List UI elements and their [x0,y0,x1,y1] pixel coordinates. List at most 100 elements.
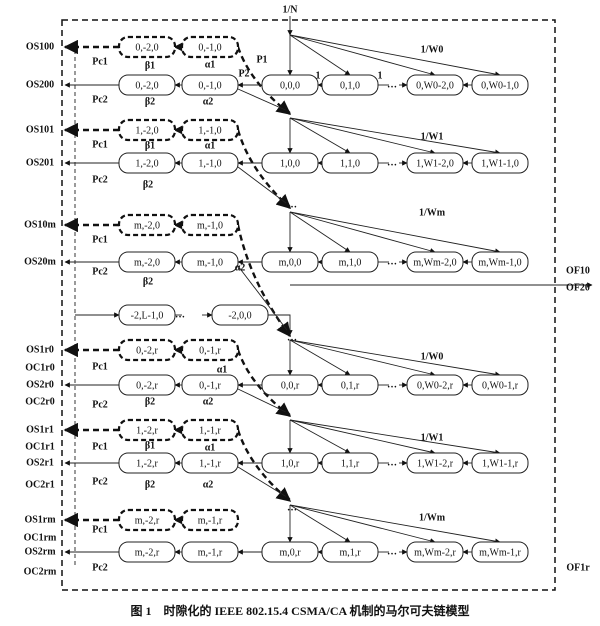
node-label: 1,-1,0 [198,125,221,136]
side-label: OS1rm [24,514,56,525]
transition [289,211,351,253]
node-label: -2,L-1,0 [131,310,164,321]
state-node [118,374,176,396]
transition [289,34,501,77]
edge-label: β1 [145,60,155,71]
state-node [406,374,464,396]
node-label: -2,0,0 [228,310,251,321]
state-node [211,304,269,326]
side-label: OS101 [26,124,54,135]
node-label: m,Wm-2,0 [413,257,456,268]
node-label: 1,1,r [341,458,360,469]
state-node [261,541,319,563]
state-node [117,35,177,59]
state-node [406,452,464,474]
edge-label: 1/W0 [421,44,444,55]
edge-label: … [387,379,397,390]
node-label: 0,W0-1,0 [481,80,519,91]
collision-edge [236,349,292,417]
state-node [180,418,240,442]
edge-label: β1 [145,140,155,151]
side-label: OS2r1 [26,457,54,468]
transition [289,34,436,77]
transition [268,314,293,336]
edge-label: 1/Wm [419,512,446,523]
edge-label: 1/W1 [421,131,444,142]
node-label: 0,-1,r [199,345,221,356]
transition [289,117,501,155]
state-node [321,152,379,174]
transition [237,265,291,335]
node-label: m,-2,0 [134,257,160,268]
node-label: 1,-1,r [199,425,221,436]
transition [289,339,351,376]
edge-label: Pc1 [92,56,108,67]
transition [289,211,436,254]
output-label: OF10 [566,265,590,276]
edge-label: 1 [316,70,321,81]
state-node [118,152,176,174]
edge-label: Pc2 [92,476,108,487]
state-node [118,452,176,474]
edge-label: α1 [205,442,216,453]
state-node [471,152,529,174]
state-node [261,74,319,96]
side-label: OS2rm [24,546,56,557]
input-label: 1/N [283,4,299,15]
edge-label: … [287,502,297,513]
side-label: OC2r0 [25,396,54,407]
node-label: 0,W0-2,r [417,380,454,391]
node-label: m,Wm-1,r [479,547,521,558]
node-label: 1,-2,0 [135,158,158,169]
state-node [321,541,379,563]
node-label: 1,-2,r [136,458,158,469]
node-label: 0,W0-2,0 [416,80,454,91]
state-node [406,541,464,563]
node-label: 0,0,0 [280,80,300,91]
node-label: 0,-1,r [199,380,221,391]
state-node [471,541,529,563]
edge-label: Pc2 [92,399,108,410]
state-node [321,251,379,273]
node-label: m,0,0 [279,257,302,268]
side-label: OC2rm [24,566,57,577]
state-node [181,152,239,174]
edge-label: α1 [205,59,216,70]
state-node [181,74,239,96]
state-node [117,338,177,362]
edge-label: Pc1 [92,441,108,452]
node-label: m,-1,0 [197,220,223,231]
edge-label: β2 [145,396,155,407]
node-label: 0,1,0 [340,80,360,91]
edge-label: β2 [145,479,155,490]
state-node [118,541,176,563]
side-label: OC1rm [24,532,57,543]
node-label: 0,-2,r [136,345,158,356]
edge-label: … [287,199,297,210]
transition [289,34,351,76]
node-label: 0,-2,0 [135,42,158,53]
edge-label: α2 [203,396,214,407]
edge-label: Pc2 [92,94,108,105]
node-label: m,1,0 [339,257,362,268]
boundary-box [61,19,556,591]
state-node [180,213,240,237]
node-label: 0,0,r [281,380,300,391]
caption: 图 1 时隙化的 IEEE 802.15.4 CSMA/CA 机制的马尔可夫链模… [130,603,469,618]
side-label: OS100 [26,41,54,52]
node-label: m,1,r [339,547,361,558]
edge-label: Pc1 [92,361,108,372]
node-label: 1,W1-2,0 [416,158,454,169]
node-label: m,-1,r [198,515,223,526]
state-node [406,74,464,96]
state-node [321,452,379,474]
transition [289,419,436,455]
node-label: 0,W0-1,r [482,380,519,391]
state-node [471,74,529,96]
edge-label: Pc1 [92,234,108,245]
state-node [180,118,240,142]
state-node [471,452,529,474]
transition [289,504,501,544]
state-node [261,152,319,174]
